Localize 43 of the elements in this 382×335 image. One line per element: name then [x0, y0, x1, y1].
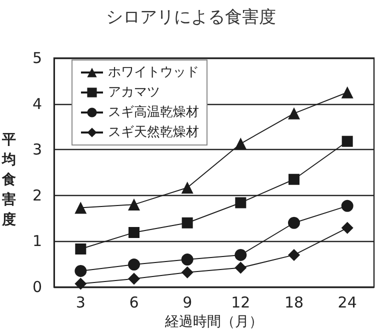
point: [288, 216, 300, 229]
point: [128, 198, 140, 211]
x-tick-label: 3: [76, 294, 86, 312]
point: [74, 278, 87, 290]
point: [74, 264, 87, 277]
point: [235, 197, 246, 208]
point: [234, 138, 247, 150]
point: [75, 243, 86, 254]
y-axis-title: 平均食害度: [1, 132, 16, 228]
legend-label: スギ高温乾燥材: [108, 104, 199, 120]
point: [74, 202, 87, 214]
x-tick-label: 6: [129, 294, 139, 312]
point: [128, 258, 140, 271]
point: [182, 217, 193, 228]
point: [288, 107, 300, 120]
y-tick-label: 4: [32, 94, 42, 113]
y-tick-label: 0: [32, 278, 42, 296]
point: [288, 248, 300, 261]
y-tick-label: 1: [32, 232, 42, 250]
point: [181, 254, 194, 266]
y-tick-label: 3: [32, 140, 42, 159]
point: [181, 182, 194, 194]
x-tick-label: 24: [338, 294, 357, 312]
legend-label: スギ天然乾燥材: [108, 125, 199, 140]
point: [288, 174, 300, 185]
point: [128, 227, 140, 238]
legend-label: ホワイトウッド: [108, 65, 199, 80]
point: [341, 222, 354, 234]
point: [234, 248, 247, 261]
y-tick-label: 5: [32, 49, 42, 67]
point: [341, 86, 354, 98]
x-axis-title: 経過時間（月）: [164, 314, 263, 330]
point: [128, 272, 140, 285]
point: [341, 200, 354, 212]
point: [234, 262, 247, 274]
x-tick-label: 9: [182, 294, 192, 312]
point: [342, 136, 353, 147]
chart-title: シロアリによる食害度: [106, 8, 276, 28]
y-tick-label: 2: [32, 186, 42, 204]
x-tick-label: 12: [231, 294, 250, 312]
x-tick-label: 18: [284, 294, 304, 312]
point: [181, 266, 194, 278]
legend-label: アカマツ: [108, 85, 160, 100]
